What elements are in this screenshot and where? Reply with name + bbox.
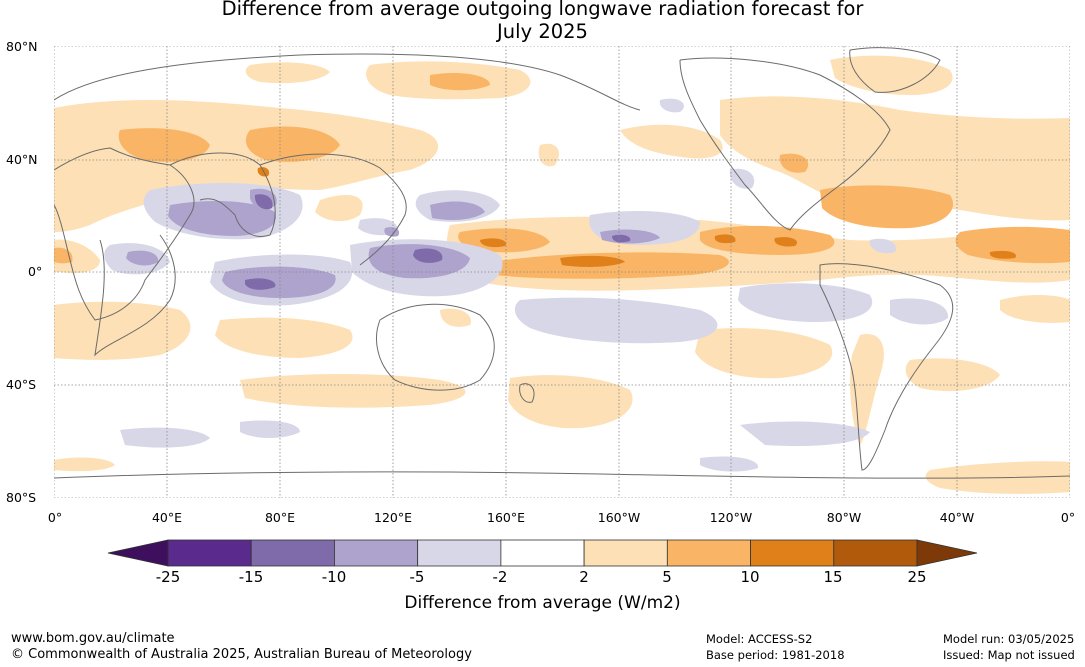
- anomaly-minus-10-to-minus-5-regions: [126, 188, 660, 298]
- colorbar-tick-5: 5: [662, 568, 672, 586]
- lon-label-40e: 40°E: [151, 510, 183, 525]
- anomaly-10-to-15-regions: [257, 167, 1016, 267]
- gridlines: [54, 46, 1070, 498]
- colorbar-tick-minus-25: -25: [155, 568, 181, 586]
- colorbar-label: Difference from average (W/m2): [404, 593, 681, 613]
- colorbar-segment: [666, 539, 751, 567]
- colorbar-segments: [167, 539, 918, 567]
- coastlines: [54, 47, 1070, 479]
- africa-coastline: [54, 147, 195, 321]
- south-america-coastline: [819, 263, 954, 471]
- colorbar-segment: [334, 539, 419, 567]
- colorbar-extend-right: [916, 539, 978, 567]
- eurasia-north-coastline: [54, 53, 641, 111]
- lat-label-40s: 40°S: [6, 377, 37, 392]
- colorbar-tick-minus-2: -2: [492, 568, 508, 586]
- footer-copyright: © Commonwealth of Australia 2025, Austra…: [11, 647, 472, 662]
- footer-model: Model: ACCESS-S2: [706, 632, 813, 646]
- southeast-asia-coastline: [259, 153, 407, 266]
- colorbar-tick-25: 25: [907, 568, 927, 586]
- colorbar-segment: [250, 539, 335, 567]
- footer-issued: Issued: Map not issued: [943, 648, 1075, 662]
- colorbar-tick-minus-10: -10: [321, 568, 347, 586]
- colorbar-segment: [583, 539, 668, 567]
- map-title-line-1: Difference from average outgoing longwav…: [221, 0, 864, 20]
- anomaly-minus-15-to-minus-10-regions: [245, 194, 631, 290]
- footer-website: www.bom.gov.au/climate: [11, 631, 175, 646]
- olr-anomaly-map: [54, 46, 1070, 498]
- australia-coastline: [376, 303, 495, 391]
- colorbar-tick-2: 2: [579, 568, 589, 586]
- colorbar-tick-minus-5: -5: [409, 568, 425, 586]
- lon-label-0-east-edge: 0°: [1060, 510, 1076, 525]
- lon-label-120e: 120°E: [373, 510, 413, 525]
- colorbar-tick-10: 10: [740, 568, 760, 586]
- colorbar-segment: [417, 539, 502, 567]
- greenland-coastline: [849, 47, 941, 93]
- lon-label-0-west-edge: 0°: [47, 510, 63, 525]
- colorbar-segment: [167, 539, 252, 567]
- arabia-india-coastline: [169, 152, 276, 237]
- map-title-line-2: July 2025: [497, 20, 588, 43]
- footer-model-run: Model run: 03/05/2025: [943, 632, 1075, 646]
- lon-label-40w: 40°W: [939, 510, 975, 525]
- antarctica-coastline: [54, 471, 1070, 479]
- colorbar: [107, 539, 978, 567]
- lat-label-80n: 80°N: [6, 39, 38, 54]
- lat-label-40n: 40°N: [6, 152, 38, 167]
- map-area: 80°N 40°N 0° 40°S 80°S 0° 40°E 80°E 120°…: [6, 39, 1076, 525]
- colorbar-segment: [750, 539, 835, 567]
- new-zealand-coastline: [519, 383, 535, 403]
- north-america-coastline: [679, 57, 891, 231]
- lon-label-80e: 80°E: [264, 510, 296, 525]
- colorbar-segment: [500, 539, 585, 567]
- footer-base-period: Base period: 1981-2018: [706, 648, 845, 662]
- lon-label-160w: 160°W: [597, 510, 641, 525]
- colorbar-segment: [833, 539, 918, 567]
- lon-label-160e: 160°E: [486, 510, 526, 525]
- lon-label-80w: 80°W: [826, 510, 862, 525]
- colorbar-extend-left: [107, 539, 169, 567]
- colorbar-tick-minus-15: -15: [238, 568, 264, 586]
- lat-label-80s: 80°S: [6, 490, 37, 505]
- lat-label-equator: 0°: [28, 264, 43, 279]
- colorbar-tick-15: 15: [823, 568, 843, 586]
- map-title: Difference from average outgoing longwav…: [0, 0, 1085, 43]
- lon-label-120w: 120°W: [709, 510, 753, 525]
- southern-africa-coastline: [94, 234, 176, 357]
